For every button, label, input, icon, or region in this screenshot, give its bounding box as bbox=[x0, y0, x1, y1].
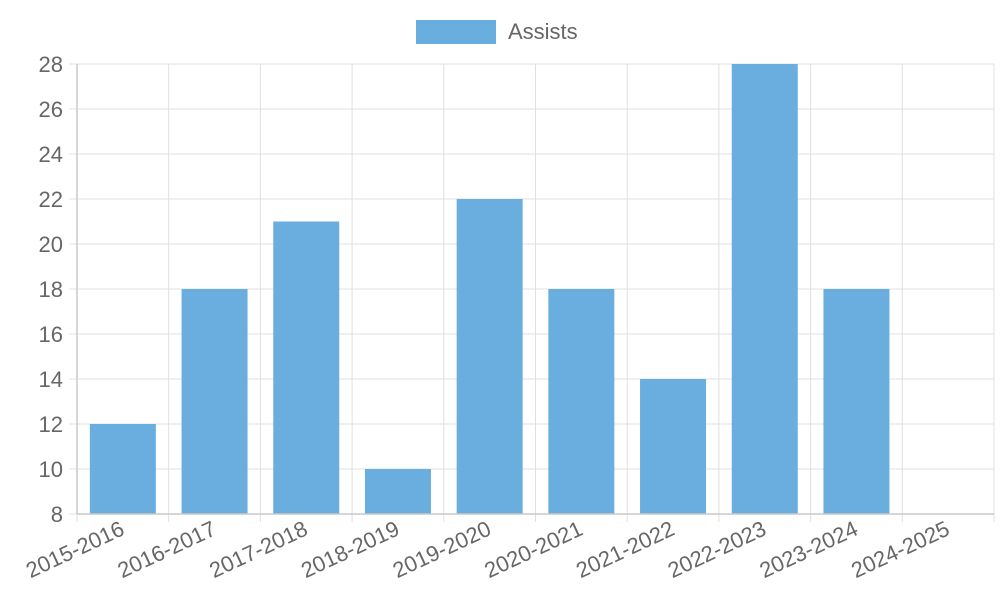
x-tick-label: 2017-2018 bbox=[205, 516, 311, 583]
bar-2021-2022[interactable] bbox=[640, 379, 707, 514]
y-tick-label: 12 bbox=[39, 412, 63, 437]
y-tick-label: 8 bbox=[51, 502, 63, 527]
x-tick-label: 2020-2021 bbox=[481, 516, 587, 583]
x-tick-label: 2018-2019 bbox=[297, 516, 403, 583]
bar-2018-2019[interactable] bbox=[364, 469, 431, 514]
bar-2017-2018[interactable] bbox=[273, 221, 340, 515]
y-tick-label: 14 bbox=[39, 367, 63, 392]
x-tick-label: 2021-2022 bbox=[572, 516, 678, 583]
x-tick-label: 2024-2025 bbox=[847, 516, 953, 583]
x-tick-label: 2019-2020 bbox=[389, 516, 495, 583]
y-tick-label: 24 bbox=[39, 142, 63, 167]
bar-2016-2017[interactable] bbox=[181, 289, 248, 514]
bars bbox=[89, 64, 890, 515]
x-tick-label: 2015-2016 bbox=[22, 516, 128, 583]
legend[interactable]: Assists bbox=[416, 19, 578, 44]
y-tick-label: 20 bbox=[39, 232, 63, 257]
bar-2020-2021[interactable] bbox=[548, 289, 615, 514]
bar-2015-2016[interactable] bbox=[89, 424, 156, 514]
y-tick-label: 26 bbox=[39, 97, 63, 122]
y-tick-label: 18 bbox=[39, 277, 63, 302]
bar-2023-2024[interactable] bbox=[823, 289, 890, 514]
y-tick-label: 28 bbox=[39, 52, 63, 77]
legend-label-assists[interactable]: Assists bbox=[508, 19, 578, 44]
x-tick-label: 2016-2017 bbox=[114, 516, 220, 583]
bar-2022-2023[interactable] bbox=[731, 64, 798, 514]
y-tick-label: 16 bbox=[39, 322, 63, 347]
legend-swatch-assists[interactable] bbox=[416, 20, 496, 44]
bar-2019-2020[interactable] bbox=[456, 199, 523, 514]
x-tick-label: 2023-2024 bbox=[756, 516, 862, 583]
x-tick-label: 2022-2023 bbox=[664, 516, 770, 583]
y-tick-label: 10 bbox=[39, 457, 63, 482]
y-tick-label: 22 bbox=[39, 187, 63, 212]
